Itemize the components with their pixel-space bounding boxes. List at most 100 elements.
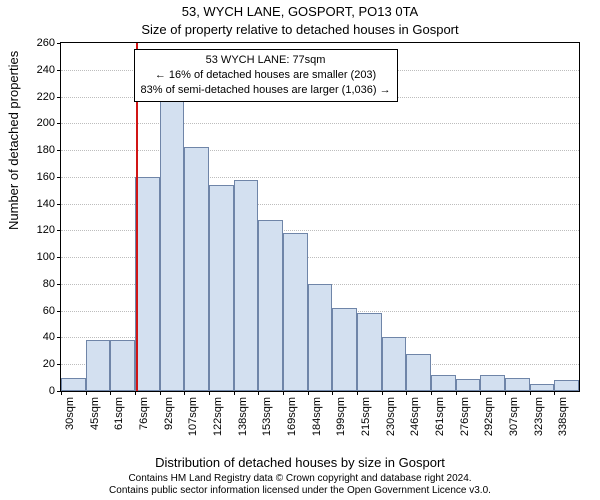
xtick-mark <box>283 391 284 395</box>
xtick-label: 199sqm <box>335 397 347 436</box>
ytick-label: 120 <box>37 224 55 236</box>
histogram-bar <box>258 220 283 391</box>
histogram-bar <box>456 379 481 391</box>
ytick-mark <box>57 364 61 365</box>
xtick-label: 276sqm <box>459 397 471 436</box>
xtick-mark <box>258 391 259 395</box>
histogram-bar <box>431 375 456 391</box>
xtick-label: 169sqm <box>286 397 298 436</box>
ytick-label: 60 <box>43 305 55 317</box>
gridline <box>61 150 579 151</box>
histogram-bar <box>480 375 505 391</box>
histogram-bar <box>209 185 234 391</box>
xtick-mark <box>456 391 457 395</box>
xtick-label: 246sqm <box>409 397 421 436</box>
xtick-label: 292sqm <box>483 397 495 436</box>
xtick-mark <box>554 391 555 395</box>
ytick-label: 20 <box>43 358 55 370</box>
histogram-bar <box>505 378 530 391</box>
xtick-mark <box>308 391 309 395</box>
xtick-label: 261sqm <box>434 397 446 436</box>
histogram-bar <box>184 147 209 391</box>
ytick-mark <box>57 70 61 71</box>
ytick-label: 100 <box>37 251 55 263</box>
xtick-mark <box>357 391 358 395</box>
xtick-mark <box>480 391 481 395</box>
xtick-label: 184sqm <box>311 397 323 436</box>
ytick-label: 180 <box>37 144 55 156</box>
xtick-mark <box>382 391 383 395</box>
histogram-bar <box>357 313 382 391</box>
ytick-label: 80 <box>43 278 55 290</box>
xtick-mark <box>61 391 62 395</box>
ytick-label: 40 <box>43 331 55 343</box>
xtick-mark <box>110 391 111 395</box>
chart-container: 53, WYCH LANE, GOSPORT, PO13 0TA Size of… <box>0 0 600 500</box>
ytick-mark <box>57 204 61 205</box>
ytick-label: 140 <box>37 198 55 210</box>
ytick-mark <box>57 311 61 312</box>
xtick-label: 153sqm <box>261 397 273 436</box>
attribution-line: Contains HM Land Registry data © Crown c… <box>128 473 471 484</box>
xtick-mark <box>135 391 136 395</box>
ytick-mark <box>57 150 61 151</box>
histogram-bar <box>283 233 308 391</box>
chart-subtitle: Size of property relative to detached ho… <box>0 22 600 37</box>
xtick-label: 307sqm <box>508 397 520 436</box>
ytick-label: 260 <box>37 37 55 49</box>
ytick-mark <box>57 123 61 124</box>
xtick-mark <box>431 391 432 395</box>
ytick-mark <box>57 337 61 338</box>
xtick-label: 230sqm <box>385 397 397 436</box>
xtick-mark <box>209 391 210 395</box>
xtick-mark <box>530 391 531 395</box>
xtick-label: 122sqm <box>212 397 224 436</box>
y-axis-label: Number of detached properties <box>6 51 21 230</box>
xtick-label: 92sqm <box>163 397 175 430</box>
ytick-mark <box>57 230 61 231</box>
xtick-mark <box>160 391 161 395</box>
xtick-label: 338sqm <box>557 397 569 436</box>
histogram-bar <box>234 180 259 391</box>
ytick-mark <box>57 177 61 178</box>
infobox-line: ← 16% of detached houses are smaller (20… <box>141 68 391 83</box>
xtick-label: 45sqm <box>89 397 101 430</box>
histogram-bar <box>406 354 431 391</box>
ytick-label: 200 <box>37 117 55 129</box>
xtick-label: 30sqm <box>64 397 76 430</box>
xtick-label: 76sqm <box>138 397 150 430</box>
xtick-label: 138sqm <box>237 397 249 436</box>
ytick-label: 220 <box>37 91 55 103</box>
x-axis-label: Distribution of detached houses by size … <box>0 455 600 470</box>
xtick-mark <box>86 391 87 395</box>
xtick-mark <box>406 391 407 395</box>
plot-area: 02040608010012014016018020022024026030sq… <box>60 42 580 392</box>
histogram-bar <box>86 340 111 391</box>
ytick-mark <box>57 43 61 44</box>
ytick-mark <box>57 97 61 98</box>
ytick-mark <box>57 257 61 258</box>
attribution-line: Contains public sector information licen… <box>109 485 491 496</box>
histogram-bar <box>160 99 185 391</box>
xtick-label: 61sqm <box>113 397 125 430</box>
property-info-box: 53 WYCH LANE: 77sqm← 16% of detached hou… <box>134 49 398 102</box>
ytick-mark <box>57 284 61 285</box>
xtick-mark <box>184 391 185 395</box>
infobox-line: 53 WYCH LANE: 77sqm <box>141 53 391 68</box>
histogram-bar <box>530 384 555 391</box>
xtick-label: 107sqm <box>187 397 199 436</box>
ytick-label: 0 <box>49 385 55 397</box>
xtick-mark <box>332 391 333 395</box>
histogram-bar <box>554 380 579 391</box>
xtick-mark <box>505 391 506 395</box>
xtick-mark <box>234 391 235 395</box>
histogram-bar <box>110 340 135 391</box>
ytick-label: 240 <box>37 64 55 76</box>
xtick-label: 215sqm <box>360 397 372 436</box>
ytick-label: 160 <box>37 171 55 183</box>
infobox-line: 83% of semi-detached houses are larger (… <box>141 83 391 98</box>
histogram-bar <box>135 177 160 391</box>
gridline <box>61 123 579 124</box>
histogram-bar <box>308 284 333 391</box>
histogram-bar <box>382 337 407 391</box>
